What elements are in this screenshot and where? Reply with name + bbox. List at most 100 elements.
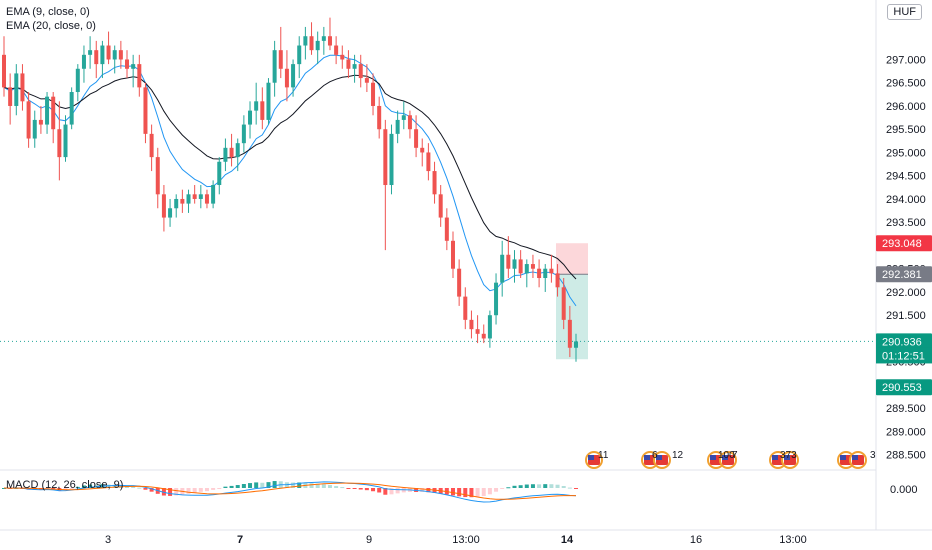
macd-histogram-bar (174, 488, 179, 496)
macd-histogram-bar (494, 488, 499, 492)
macd-histogram-bar (481, 488, 486, 497)
candle-body (352, 64, 357, 69)
macd-histogram-bar (389, 488, 394, 495)
candle-body (266, 82, 271, 120)
candle-body (414, 129, 419, 148)
trade-position[interactable] (0, 243, 876, 360)
candle-body (334, 45, 339, 55)
countdown-label: 01:12:51 (882, 350, 925, 362)
time-tick-label: 13:00 (452, 534, 480, 546)
candle-body (112, 50, 117, 60)
macd-histogram-bar (364, 488, 369, 491)
macd-histogram-bar (340, 487, 345, 489)
candle-body (211, 185, 216, 204)
macd-zero-label: 0.000 (890, 484, 918, 496)
macd-histogram-bar (248, 483, 253, 488)
candle-body (420, 147, 425, 153)
candle-body (45, 96, 50, 125)
ema9-legend[interactable]: EMA (9, close, 0) (6, 6, 90, 18)
event-flag-icon[interactable] (849, 451, 867, 469)
candle-body (567, 319, 572, 348)
macd-histogram-bar (358, 488, 363, 490)
macd-histogram-bar (223, 486, 228, 488)
macd-histogram-bar (297, 482, 302, 488)
candle-body (143, 87, 148, 134)
candle-body (309, 36, 314, 51)
candle-body (2, 54, 6, 88)
candle-body (530, 264, 535, 269)
macd-histogram-bar (524, 484, 529, 488)
macd-pane: 0.000 (0, 469, 918, 503)
candle-body (149, 133, 154, 158)
event-flag-icon[interactable] (781, 451, 799, 469)
macd-histogram-bar (463, 488, 468, 498)
macd-histogram-bar (137, 487, 142, 489)
ema20-legend[interactable]: EMA (20, close, 0) (6, 20, 96, 32)
event-flag-icon[interactable] (585, 451, 603, 469)
macd-histogram-bar (574, 488, 578, 489)
macd-histogram-bar (254, 482, 259, 488)
macd-histogram-bar (161, 488, 166, 496)
price-tick-label: 289.000 (886, 426, 926, 438)
macd-histogram-bar (81, 485, 86, 488)
candle-body (32, 119, 37, 139)
macd-histogram-bar (450, 488, 455, 496)
event-count-label: 3 (870, 450, 876, 461)
candle-body (426, 152, 431, 172)
target-zone (556, 274, 588, 360)
candle-body (371, 82, 376, 106)
time-tick-label: 14 (561, 534, 574, 546)
event-flag-icon[interactable] (719, 451, 737, 469)
event-flag-icon[interactable] (653, 451, 671, 469)
price-tick-label: 289.500 (886, 403, 926, 415)
macd-histogram-bar (211, 488, 216, 490)
macd-histogram-bar (272, 481, 277, 488)
candle-body (14, 73, 19, 106)
time-axis[interactable]: 3 7 9 13:00 14 16 13:00 (0, 529, 932, 546)
macd-legend[interactable]: MACD (12, 26, close, 9) (6, 479, 124, 491)
candle-body (75, 68, 80, 93)
price-axis[interactable]: 288.500289.000289.500290.000290.500291.0… (875, 0, 926, 530)
candle-body (543, 268, 548, 279)
candle-body (457, 268, 462, 297)
macd-histogram-bar (112, 484, 117, 488)
candle-body (272, 50, 277, 83)
candle-body (192, 194, 197, 199)
price-tick-label: 297.000 (886, 54, 926, 66)
candle-body (180, 198, 185, 204)
flag-canton (840, 455, 846, 460)
macd-histogram-bar (266, 482, 271, 488)
macd-histogram-bar (475, 488, 480, 497)
price-labels: 293.048 292.381 290.936 290.553 01:12:51 (876, 235, 932, 396)
candle-body (38, 119, 43, 125)
macd-histogram-bar (198, 488, 203, 492)
candle-body (506, 254, 511, 269)
macd-histogram-bar (352, 488, 357, 489)
candle-body (389, 133, 394, 186)
stop-price-label-bg (876, 235, 932, 252)
macd-histogram-bar (567, 487, 572, 489)
time-tick-label: 9 (366, 534, 372, 546)
countdown-label-bg (876, 347, 932, 364)
candle-body (463, 296, 468, 320)
target-price-label: 290.553 (882, 382, 922, 394)
candle-body (377, 105, 382, 130)
entry-price-label-bg (876, 266, 932, 283)
price-tick-label: 288.500 (886, 450, 926, 462)
event-count-label: 7 (732, 450, 738, 461)
candle-body (315, 40, 320, 51)
candle-body (26, 101, 31, 139)
candle-body (168, 208, 173, 218)
candle-body (94, 50, 99, 65)
candle-body (561, 287, 566, 320)
flag-canton (588, 455, 594, 460)
candle-body (518, 259, 523, 274)
candle-body (481, 333, 486, 339)
candle-body (401, 115, 406, 120)
currency-button[interactable]: HUF (887, 4, 922, 20)
candle-body (229, 147, 234, 158)
macd-line (3, 481, 577, 503)
candle-body (51, 96, 56, 130)
